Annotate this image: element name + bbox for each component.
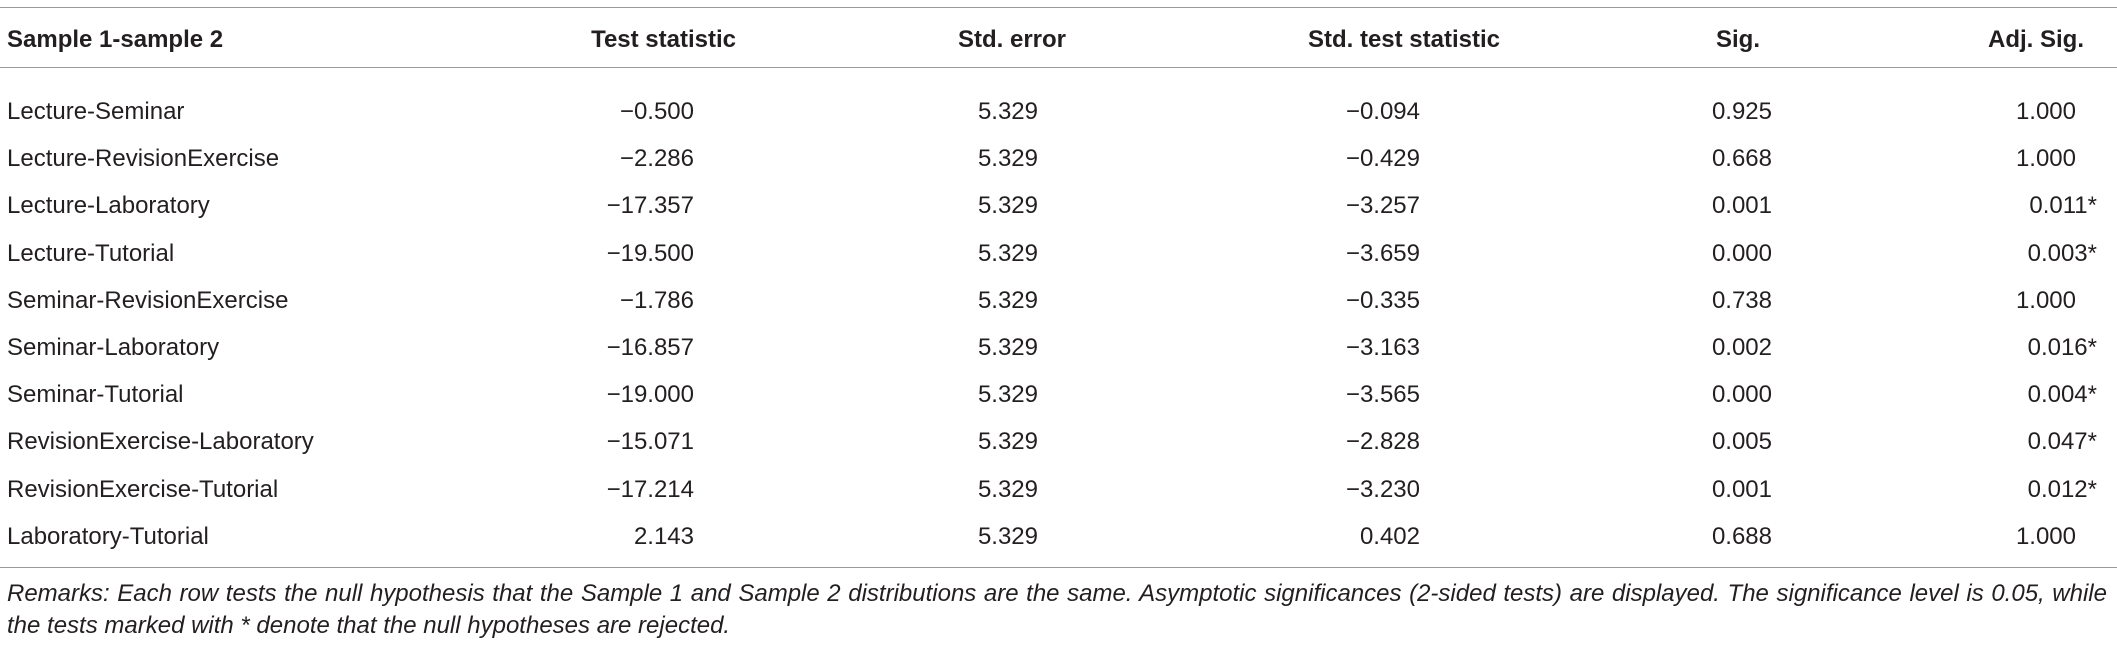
top-rule — [0, 7, 2117, 8]
table-cell: 0.738 — [1711, 286, 1772, 314]
table-cell: 5.329 — [977, 522, 1038, 550]
table-cell: −16.857 — [606, 334, 694, 361]
bottom-rule — [0, 567, 2117, 568]
table-cell: −17.214 — [606, 475, 694, 503]
table-cell: −19.500 — [606, 239, 694, 267]
table-cell: −15.071 — [606, 428, 694, 456]
table-cell: −19.000 — [606, 381, 694, 409]
table-cell: −3.230 — [1345, 475, 1420, 503]
table-cell: 5.329 — [977, 98, 1038, 125]
column-header: Std. error — [957, 26, 1066, 53]
table-cell: −2.828 — [1345, 428, 1420, 456]
table-cell: −17.357 — [606, 192, 694, 220]
table-cell: 0.011* — [2029, 192, 2097, 220]
table-cell: −3.257 — [1345, 192, 1420, 220]
table-cell: 0.688 — [1711, 522, 1772, 550]
column-header: Std. test statistic — [1307, 26, 1500, 53]
table-cell: 5.329 — [977, 192, 1038, 220]
row-label: Seminar-Tutorial — [7, 381, 184, 409]
table-cell: 5.329 — [977, 334, 1038, 361]
table-cell: −0.094 — [1345, 98, 1420, 125]
header-rule — [0, 67, 2117, 68]
row-label: Laboratory-Tutorial — [7, 522, 209, 550]
column-header: Sample 1-sample 2 — [7, 26, 224, 53]
table-cell: 0.000 — [1711, 381, 1772, 409]
table-cell: −3.163 — [1345, 334, 1420, 361]
table-cell: −2.286 — [619, 145, 694, 173]
table-cell: 0.402 — [1359, 522, 1420, 550]
table-cell: 0.002 — [1711, 334, 1772, 361]
table-cell: 0.668 — [1711, 145, 1772, 173]
table-cell: 0.012* — [2027, 475, 2097, 503]
table-cell: 1.000 — [2015, 522, 2076, 550]
row-label: Lecture-Seminar — [7, 98, 185, 125]
column-header: Test statistic — [591, 26, 736, 53]
table-cell: 5.329 — [977, 381, 1038, 409]
table-cell: −1.786 — [619, 286, 694, 314]
table-cell: 1.000 — [2015, 98, 2076, 125]
table-cell: 5.329 — [977, 239, 1038, 267]
row-label: Lecture-Tutorial — [7, 239, 175, 267]
table-cell: −0.429 — [1345, 145, 1420, 173]
table-cell: 2.143 — [633, 522, 694, 550]
table-cell: −3.659 — [1345, 239, 1420, 267]
column-header: Adj. Sig. — [1988, 26, 2084, 53]
remarks: Remarks: Each row tests the null hypothe… — [7, 580, 2107, 639]
table-cell: −3.565 — [1345, 381, 1420, 409]
row-label: Seminar-RevisionExercise — [7, 286, 289, 314]
table-cell: −0.335 — [1345, 286, 1420, 314]
table-cell: 0.000 — [1711, 239, 1772, 267]
row-label: RevisionExercise-Tutorial — [7, 475, 279, 503]
column-header: Sig. — [1715, 26, 1760, 53]
table-cell: 1.000 — [2015, 145, 2076, 173]
table-cell: 5.329 — [977, 428, 1038, 456]
table-cell: 0.016* — [2027, 334, 2097, 361]
table-cell: 0.001 — [1711, 192, 1772, 220]
row-label: Lecture-Laboratory — [7, 192, 210, 220]
row-label: Seminar-Laboratory — [7, 334, 220, 361]
table-cell: 0.001 — [1711, 475, 1772, 503]
table-cell: 5.329 — [977, 145, 1038, 173]
table-cell: −0.500 — [619, 98, 694, 125]
table-cell: 0.005 — [1711, 428, 1772, 456]
table-cell: 0.925 — [1711, 98, 1772, 125]
table-cell: 0.047* — [2027, 428, 2097, 456]
table-cell: 5.329 — [977, 475, 1038, 503]
row-label: RevisionExercise-Laboratory — [7, 428, 314, 456]
row-label: Lecture-RevisionExercise — [7, 145, 280, 173]
table-cell: 0.003* — [2027, 239, 2097, 267]
table-cell: 5.329 — [977, 286, 1038, 314]
table-cell: 0.004* — [2027, 381, 2097, 409]
table-cell: 1.000 — [2015, 286, 2076, 314]
